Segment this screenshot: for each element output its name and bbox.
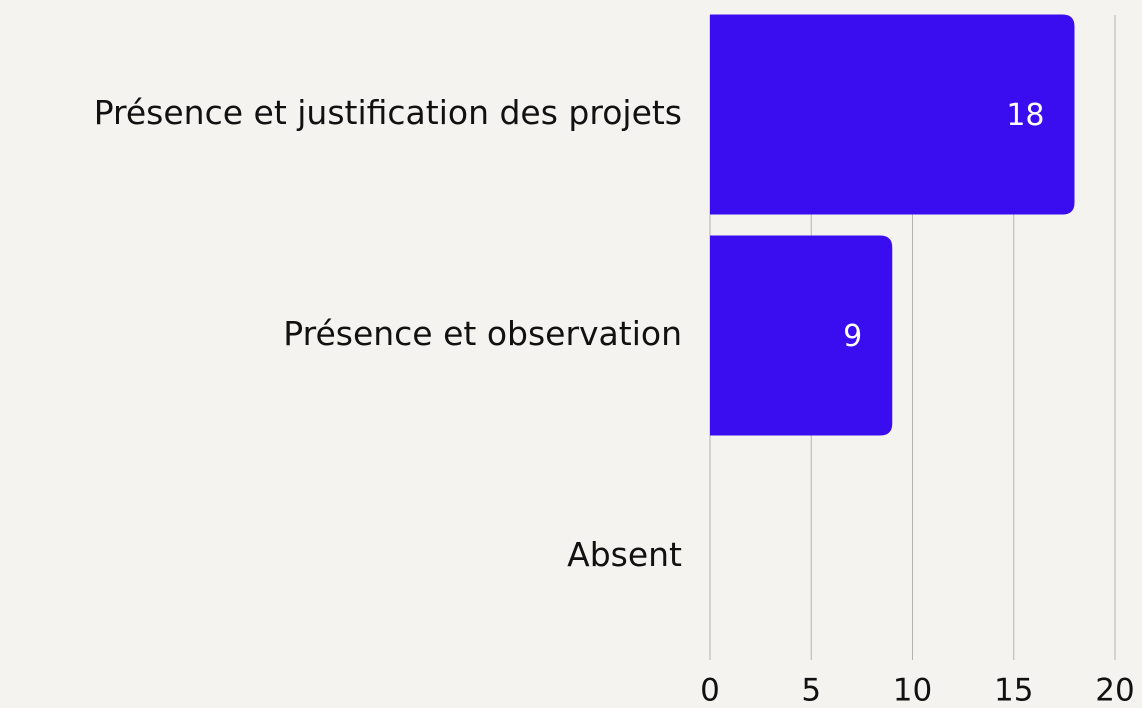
y-tick-label: Présence et observation (283, 314, 682, 353)
bar (710, 14, 1075, 215)
y-tick-label: Absent (567, 535, 682, 574)
x-tick-label: 10 (893, 673, 932, 708)
value-label: 9 (843, 319, 862, 354)
value-label: 18 (1006, 98, 1044, 133)
x-tick-label: 15 (994, 673, 1033, 708)
x-tick-label: 5 (801, 673, 821, 708)
bar (710, 235, 893, 436)
x-tick-label: 0 (700, 673, 720, 708)
x-tick-label: 20 (1095, 673, 1134, 708)
y-tick-label: Présence et justification des projets (94, 93, 682, 132)
